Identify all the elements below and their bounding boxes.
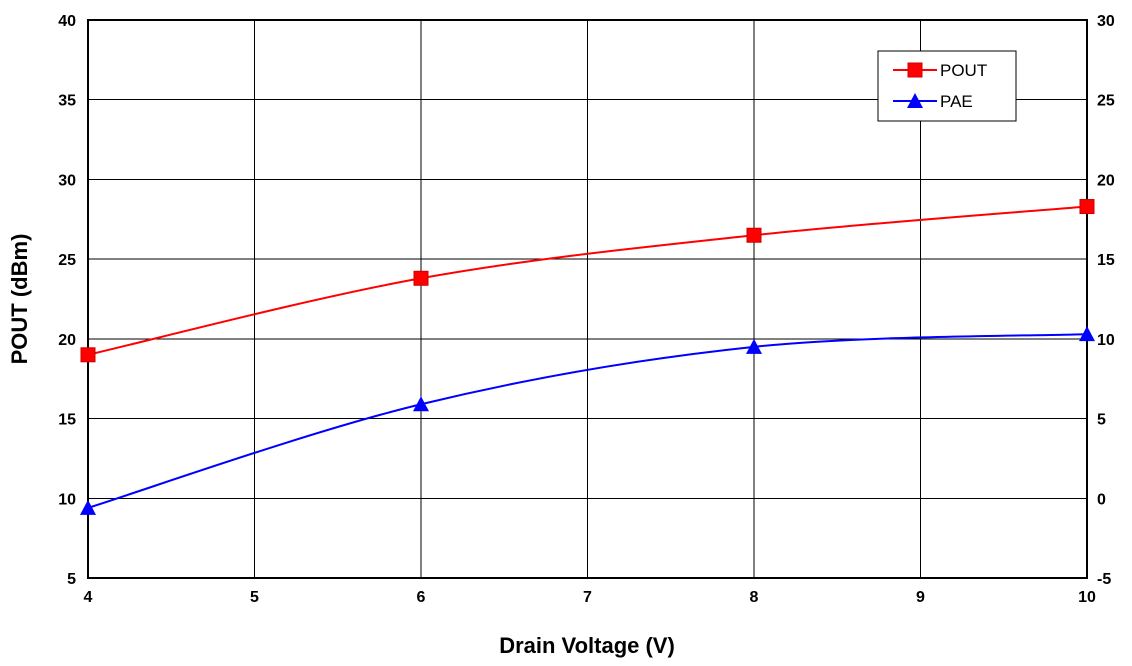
y2-tick-label: 15 <box>1097 252 1115 269</box>
series <box>80 199 1095 515</box>
x-axis-title: Drain Voltage (V) <box>499 633 675 658</box>
data-point-pout <box>413 270 429 286</box>
legend-marker-pae <box>907 93 923 108</box>
legend-marker-pout <box>907 62 923 78</box>
y-tick-label: 30 <box>58 172 76 189</box>
y2-tick-label: 30 <box>1097 13 1115 30</box>
x-tick-label: 10 <box>1078 589 1096 606</box>
legend-label-pae: PAE <box>940 92 973 111</box>
y-tick-label: 10 <box>58 491 76 508</box>
legend: POUT PAE <box>877 50 1017 122</box>
y-tick-label: 25 <box>58 252 76 269</box>
data-point-pae <box>746 338 762 354</box>
y-tick-label: 20 <box>58 332 76 349</box>
series-line-pae <box>87 333 1088 509</box>
y-axis-title: POUT (dBm) <box>7 234 32 365</box>
y-tick-label: 15 <box>58 412 76 429</box>
data-point-pae <box>413 396 429 412</box>
legend-box <box>877 50 1017 122</box>
y2-tick-label: 0 <box>1097 491 1106 508</box>
data-point-pae <box>80 499 96 515</box>
y2-tick-label: 20 <box>1097 172 1115 189</box>
data-point-pout <box>1079 199 1095 215</box>
y2-tick-label: 25 <box>1097 93 1115 110</box>
x-tick-label: 5 <box>250 589 259 606</box>
x-tick-label: 9 <box>916 589 925 606</box>
y-tick-label: 5 <box>67 571 76 588</box>
y2-tick-label: 10 <box>1097 332 1115 349</box>
legend-label-pout: POUT <box>940 61 987 80</box>
y2-tick-label: 5 <box>1097 412 1106 429</box>
y-tick-label: 40 <box>58 13 76 30</box>
y-tick-label: 35 <box>58 93 76 110</box>
data-point-pout <box>80 347 96 363</box>
plot-area <box>87 19 1088 579</box>
x-tick-label: 4 <box>84 589 93 606</box>
y2-tick-label: -5 <box>1097 571 1111 588</box>
x-tick-label: 6 <box>417 589 426 606</box>
x-tick-label: 8 <box>750 589 759 606</box>
data-point-pout <box>746 227 762 243</box>
series-line-pout <box>87 205 1088 356</box>
x-tick-label: 7 <box>583 589 592 606</box>
data-point-pae <box>1079 326 1095 342</box>
